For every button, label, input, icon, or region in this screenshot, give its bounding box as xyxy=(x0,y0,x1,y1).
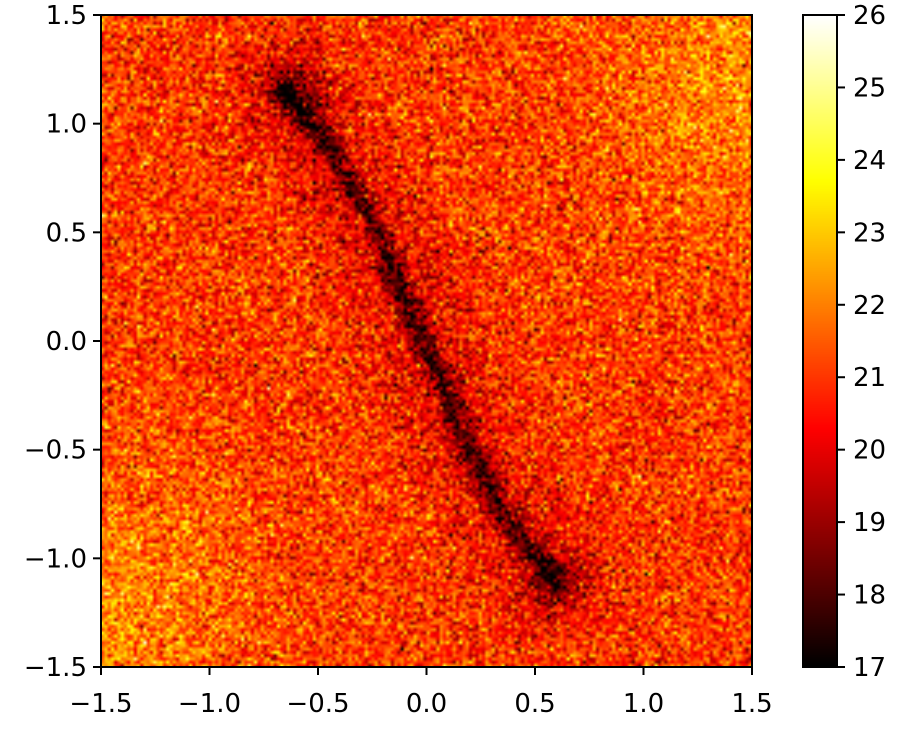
x-tick-label: −1.0 xyxy=(178,689,241,719)
y-tick-label: −1.0 xyxy=(24,544,87,574)
colorbar-tick-label: 22 xyxy=(853,291,886,321)
x-tick-label: 0.0 xyxy=(406,689,447,719)
x-tick-label: 1.5 xyxy=(731,689,772,719)
x-tick-label: 0.5 xyxy=(514,689,555,719)
y-tick-label: −1.5 xyxy=(24,653,87,683)
colorbar-tick-label: 23 xyxy=(853,218,886,248)
y-tick-label: 0.0 xyxy=(46,327,87,357)
x-tick-label: −0.5 xyxy=(286,689,349,719)
heatmap-image xyxy=(101,15,752,667)
colorbar-gradient xyxy=(803,15,837,667)
colorbar-tick-label: 26 xyxy=(853,1,886,31)
colorbar-tick-label: 18 xyxy=(853,581,886,611)
colorbar-frame xyxy=(802,14,838,668)
y-tick-label: −0.5 xyxy=(24,436,87,466)
x-tick-label: 1.0 xyxy=(623,689,664,719)
colorbar: 17 18 19 20 21 22 23 24 25 26 xyxy=(802,1,886,683)
plot-area xyxy=(100,14,753,668)
colorbar-tick-label: 21 xyxy=(853,363,886,393)
x-tick-label: −1.5 xyxy=(69,689,132,719)
y-tick-label: 1.5 xyxy=(46,1,87,31)
colorbar-tick-label: 17 xyxy=(853,653,886,683)
y-axis: −1.5 −1.0 −0.5 0.0 0.5 1.0 1.5 xyxy=(24,1,101,683)
colorbar-tick-label: 24 xyxy=(853,146,886,176)
colorbar-tick-label: 19 xyxy=(853,508,886,538)
x-axis: −1.5 −1.0 −0.5 0.0 0.5 1.0 1.5 xyxy=(69,667,773,719)
colorbar-ticks: 17 18 19 20 21 22 23 24 25 26 xyxy=(837,1,886,683)
y-tick-label: 0.5 xyxy=(46,218,87,248)
colorbar-tick-label: 20 xyxy=(853,436,886,466)
colorbar-tick-label: 25 xyxy=(853,73,886,103)
y-tick-label: 1.0 xyxy=(46,110,87,140)
